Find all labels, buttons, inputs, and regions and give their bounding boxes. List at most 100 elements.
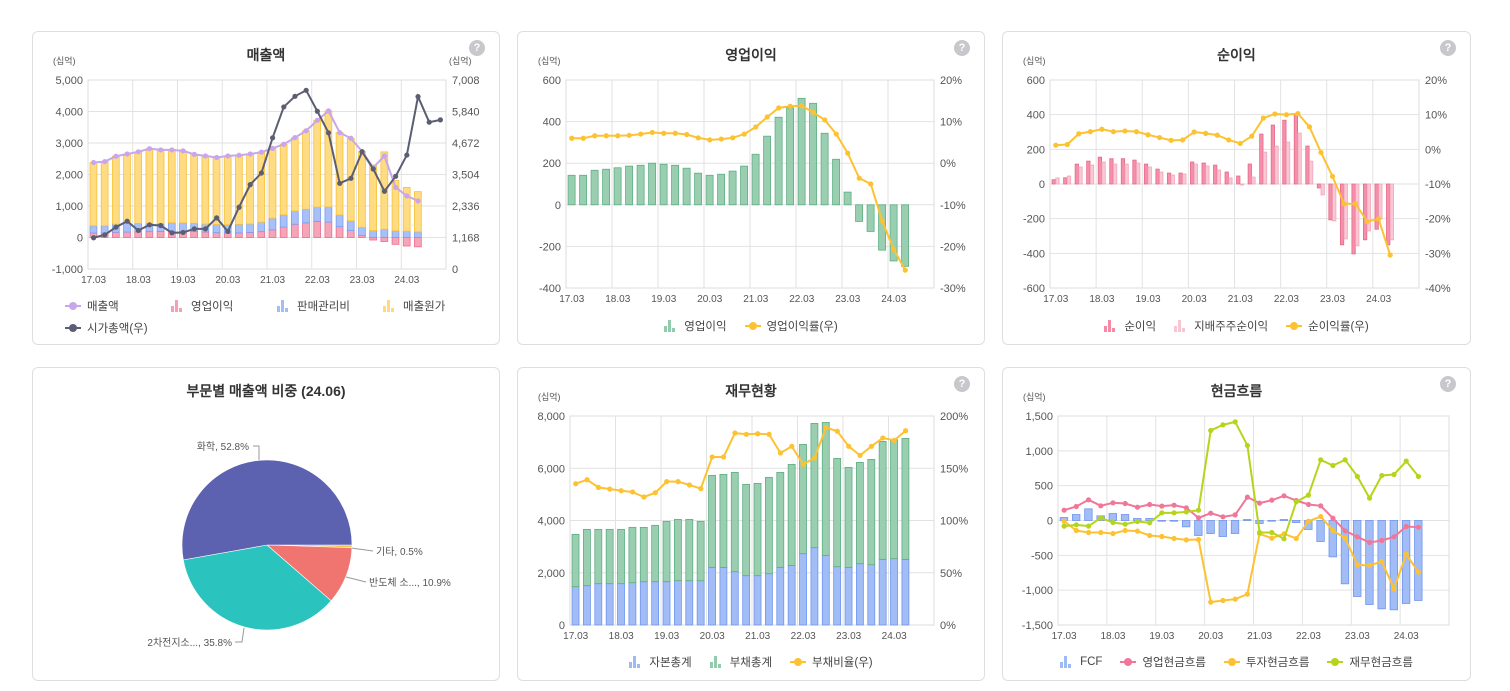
point-부채비율(우) xyxy=(755,431,761,437)
bar-부채총계 xyxy=(617,528,625,585)
bar-자본총계 xyxy=(742,575,751,626)
point-부채비율(우) xyxy=(743,431,749,437)
bar-부채총계 xyxy=(742,483,751,577)
bar-영업이익 xyxy=(257,231,266,238)
bar-매출원가 xyxy=(290,137,299,212)
point-매출액 xyxy=(404,193,410,199)
bar-매출원가 xyxy=(313,119,322,208)
legend-item-sga[interactable]: 판매관리비 xyxy=(277,298,383,314)
x-axis-tick-label: 20.03 xyxy=(1198,631,1223,642)
legend-item-net-income[interactable]: 순이익 xyxy=(1104,318,1156,334)
point-재무현금흐름 xyxy=(1366,495,1373,501)
point-영업이익률(우) xyxy=(764,114,770,120)
point-부채비율(우) xyxy=(846,443,852,449)
legend-item-investing-cash-flow[interactable]: 투자현금흐름 xyxy=(1223,654,1309,670)
bar-자본총계 xyxy=(878,558,887,626)
bar-부채총계 xyxy=(628,526,637,584)
bar-지배주주순이익 xyxy=(1205,165,1210,185)
point-영업이익률(우) xyxy=(902,267,908,273)
legend-item-net-margin[interactable]: 순이익률(우) xyxy=(1286,318,1369,334)
bar-부채총계 xyxy=(639,526,648,583)
x-axis-tick-label: 20.03 xyxy=(700,631,725,642)
legend-item-total-liabilities[interactable]: 부채총계 xyxy=(709,654,772,670)
legend-item-sales[interactable]: 매출액 xyxy=(65,298,171,314)
point-부채비율(우) xyxy=(811,455,818,461)
bar-순이익 xyxy=(1236,175,1241,185)
bar-영업이익 xyxy=(889,204,898,262)
right-unit-label: (십억) xyxy=(449,56,472,66)
bar-순이익 xyxy=(1086,160,1091,185)
point-부채비율(우) xyxy=(823,424,829,431)
bar-판매관리비 xyxy=(346,220,355,232)
bar-영업이익 xyxy=(391,237,400,245)
bar-자본총계 xyxy=(821,554,830,626)
left-axis-tick-label: 0 xyxy=(77,233,83,245)
point-부채비율(우) xyxy=(902,428,909,434)
point-매출액 xyxy=(247,151,253,157)
point-투자현금흐름 xyxy=(1244,591,1250,597)
legend-label: 재무현금흐름 xyxy=(1349,657,1413,669)
point-매출액 xyxy=(337,130,343,136)
point-재무현금흐름 xyxy=(1183,509,1189,515)
x-axis-tick-label: 19.03 xyxy=(654,631,679,642)
chart-title: 현금흐름 xyxy=(1210,383,1263,399)
bar-legend-icon xyxy=(709,656,724,668)
point-영업현금흐름 xyxy=(1257,500,1263,506)
right-axis-tick-label: 7,008 xyxy=(452,75,480,87)
point-시가총액(우) xyxy=(393,173,399,179)
bar-부채총계 xyxy=(571,533,580,588)
point-시가총액(우) xyxy=(426,119,432,125)
legend-label: 시가총액(우) xyxy=(87,323,148,335)
x-axis-tick-label: 20.03 xyxy=(697,294,722,305)
point-순이익률(우) xyxy=(1110,129,1117,135)
point-재무현금흐름 xyxy=(1122,521,1128,527)
legend-item-operating-cash-flow[interactable]: 영업현금흐름 xyxy=(1120,654,1206,670)
bar-영업이익 xyxy=(302,222,310,238)
bar-부채총계 xyxy=(821,422,830,556)
x-axis-tick-label: 24.03 xyxy=(882,631,907,642)
x-axis-tick-label: 23.03 xyxy=(350,275,375,286)
help-icon[interactable]: ? xyxy=(1440,376,1456,392)
x-axis-tick-label: 23.03 xyxy=(835,294,860,305)
point-부채비율(우) xyxy=(834,428,840,434)
point-부채비율(우) xyxy=(641,494,647,500)
x-axis-tick-label: 19.03 xyxy=(651,294,676,305)
legend-item-total-equity[interactable]: 자본총계 xyxy=(629,654,692,670)
x-axis-tick-label: 18.03 xyxy=(1089,294,1114,305)
bar-순이익 xyxy=(1305,145,1310,185)
point-매출액 xyxy=(191,151,197,157)
legend-item-market-cap[interactable]: 시가총액(우) xyxy=(65,320,171,336)
bar-부채총계 xyxy=(799,443,807,555)
help-icon[interactable]: ? xyxy=(954,376,970,392)
help-icon[interactable]: ? xyxy=(469,40,485,56)
bar-부채총계 xyxy=(605,528,614,585)
point-투자현금흐름 xyxy=(1134,528,1141,534)
bar-부채총계 xyxy=(719,473,728,568)
chart-svg: 0 2,000 4,000 6,000 8,000 0% 50% 100% 150% 200% 17… xyxy=(537,411,968,642)
chart-title: 순이익 xyxy=(1217,47,1256,63)
legend-item-debt-ratio[interactable]: 부채비율(우) xyxy=(790,654,873,670)
point-재무현금흐름 xyxy=(1281,536,1287,542)
legend-item-operating-margin[interactable]: 영업이익률(우) xyxy=(744,318,838,334)
legend-item-operating-profit[interactable]: 영업이익 xyxy=(664,318,727,334)
bar-FCF xyxy=(1194,520,1203,536)
legend-item-financing-cash-flow[interactable]: 재무현금흐름 xyxy=(1327,654,1413,670)
help-icon[interactable]: ? xyxy=(1440,40,1456,56)
x-axis-tick-label: 21.03 xyxy=(743,294,768,305)
legend-item-operating-profit[interactable]: 영업이익 xyxy=(171,298,277,314)
point-매출액 xyxy=(292,135,298,141)
point-부채비율(우) xyxy=(868,443,875,449)
bar-영업이익 xyxy=(866,204,875,232)
bar-지배주주순이익 xyxy=(1297,132,1302,185)
bar-legend-icon xyxy=(629,656,643,668)
point-매출액 xyxy=(90,159,97,166)
bar-영업이익 xyxy=(659,163,668,206)
legend-item-fcf[interactable]: FCF xyxy=(1060,654,1102,670)
point-순이익률(우) xyxy=(1191,129,1197,135)
bar-판매관리비 xyxy=(324,206,333,223)
right-axis-tick-label: -20% xyxy=(940,241,966,253)
help-icon[interactable]: ? xyxy=(954,40,970,56)
bar-영업이익 xyxy=(843,191,852,206)
legend-item-cost-of-sales[interactable]: 매출원가 xyxy=(383,298,489,314)
legend-item-controlling-net-income[interactable]: 지배주주순이익 xyxy=(1174,318,1268,334)
